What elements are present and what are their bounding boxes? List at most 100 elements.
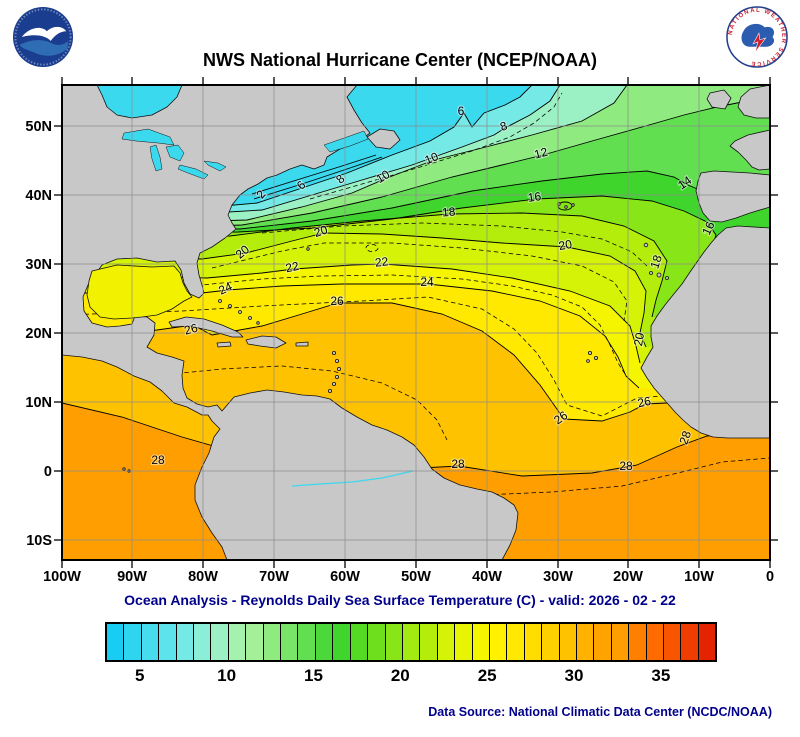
- axis-labels: 50N 40N 30N 20N 10N 0 10S 100W 90W 80W 70W 60W 50W 40…: [25, 119, 774, 585]
- colorbar-cell: [401, 624, 420, 660]
- lon-label: 80W: [188, 569, 218, 585]
- colorbar-cell: [436, 624, 455, 660]
- gulf-of-mexico-water: [86, 264, 193, 320]
- lat-lon-grid: [62, 85, 770, 560]
- lon-label: 10W: [684, 569, 714, 585]
- colorbar-tick-label: 20: [390, 666, 410, 685]
- contour-label: 26: [183, 321, 200, 338]
- amazon-river: [291, 470, 414, 487]
- colorbar-cell: [332, 624, 350, 660]
- map-subtitle: Ocean Analysis - Reynolds Daily Sea Surf…: [124, 592, 676, 608]
- colorbar-cell: [610, 624, 629, 660]
- axis-ticks: [54, 77, 778, 568]
- contour-label: 28: [151, 453, 165, 467]
- contour-label: 28: [619, 459, 633, 473]
- colorbar-cell: [367, 624, 385, 660]
- colorbar-cell: [262, 624, 281, 660]
- colorbar-cell: [419, 624, 437, 660]
- page-title: NWS National Hurricane Center (NCEP/NOAA…: [202, 50, 598, 70]
- colorbar-tick-labels: 5 10 15 20 25 30 35: [105, 666, 713, 690]
- contour-label: 6: [458, 104, 465, 118]
- colorbar-cell: [384, 624, 402, 660]
- contour-label: 28: [451, 457, 465, 471]
- colorbar-cell: [175, 624, 194, 660]
- england-landmass: [737, 85, 770, 119]
- lat-label: 20N: [25, 326, 52, 342]
- colorbar-cell: [123, 624, 141, 660]
- colorbar-cell: [245, 624, 263, 660]
- contour-label: 20: [631, 331, 647, 347]
- lat-label: 10N: [25, 395, 52, 411]
- colorbar-tick-label: 5: [135, 666, 145, 685]
- colorbar-cell: [697, 624, 716, 660]
- lesser-antilles-islands: [327, 350, 341, 393]
- contour-label: 22: [284, 259, 300, 276]
- bahamas-islands: [218, 299, 260, 325]
- isotherm-contours: [62, 85, 770, 496]
- africa-landmass: [640, 225, 770, 439]
- colorbar-cell: [454, 624, 472, 660]
- colorbar-cell: [349, 624, 368, 660]
- colorbar-cell: [227, 624, 246, 660]
- lon-label: 30W: [543, 569, 573, 585]
- americas-landmass: [62, 85, 519, 560]
- st-lawrence-gulf: [323, 130, 369, 153]
- contour-label: 22: [374, 254, 389, 269]
- hispaniola-island: [245, 335, 287, 349]
- lat-label: 50N: [25, 119, 52, 135]
- colorbar-cell: [663, 624, 681, 660]
- lat-label: 10S: [26, 533, 52, 549]
- lake-michigan: [149, 144, 163, 172]
- colorbar-tick-label: 15: [303, 666, 323, 685]
- lon-label: 90W: [117, 569, 147, 585]
- lat-label: 40N: [25, 188, 52, 204]
- france-landmass: [729, 129, 770, 171]
- colorbar-cell: [575, 624, 594, 660]
- colorbar-tick-label: 35: [651, 666, 671, 685]
- cuba-island: [168, 316, 244, 338]
- colorbar-cell: [158, 624, 176, 660]
- colorbar-cell: [541, 624, 559, 660]
- lat-label: 30N: [25, 257, 52, 273]
- colorbar-cell: [107, 624, 124, 660]
- contour-label: 18: [442, 205, 457, 220]
- contour-label: 18: [647, 253, 665, 270]
- colorbar-cell: [280, 624, 298, 660]
- lon-label: 60W: [330, 569, 360, 585]
- colorbar-cell: [628, 624, 646, 660]
- colorbar-cell: [471, 624, 489, 660]
- lake-ontario: [203, 160, 227, 172]
- contour-label: 26: [330, 294, 344, 308]
- inland-waters: [121, 128, 414, 487]
- nws-logo-icon: NATIONAL WEATHER SERVICE: [726, 6, 788, 68]
- colorbar-cell: [297, 624, 315, 660]
- colorbar-cell: [314, 624, 333, 660]
- lake-huron: [165, 144, 185, 162]
- colorbar-cell: [593, 624, 611, 660]
- colorbar-cell: [558, 624, 576, 660]
- lon-label: 40W: [472, 569, 502, 585]
- temperature-colorbar: [105, 622, 717, 662]
- noaa-logo-icon: [12, 6, 74, 68]
- colorbar-tick-label: 30: [564, 666, 584, 685]
- colorbar-cell: [193, 624, 211, 660]
- colorbar-cell: [210, 624, 228, 660]
- bermuda-island: [306, 247, 310, 251]
- lon-label: 70W: [259, 569, 289, 585]
- lon-label: 100W: [43, 569, 81, 585]
- contour-label: 16: [527, 189, 542, 205]
- jamaica-island: [216, 341, 232, 348]
- lon-label: 0: [766, 569, 774, 585]
- contour-label: 20: [312, 222, 329, 240]
- map-frame: [61, 84, 771, 561]
- lake-superior: [121, 128, 175, 146]
- newfoundland-island: [366, 128, 401, 150]
- contour-label: 24: [216, 279, 234, 297]
- contour-label: 24: [420, 275, 434, 289]
- contour-label: 20: [558, 237, 574, 253]
- contour-label: 28: [676, 429, 694, 447]
- colorbar-cell: [506, 624, 524, 660]
- colorbar-cell: [140, 624, 159, 660]
